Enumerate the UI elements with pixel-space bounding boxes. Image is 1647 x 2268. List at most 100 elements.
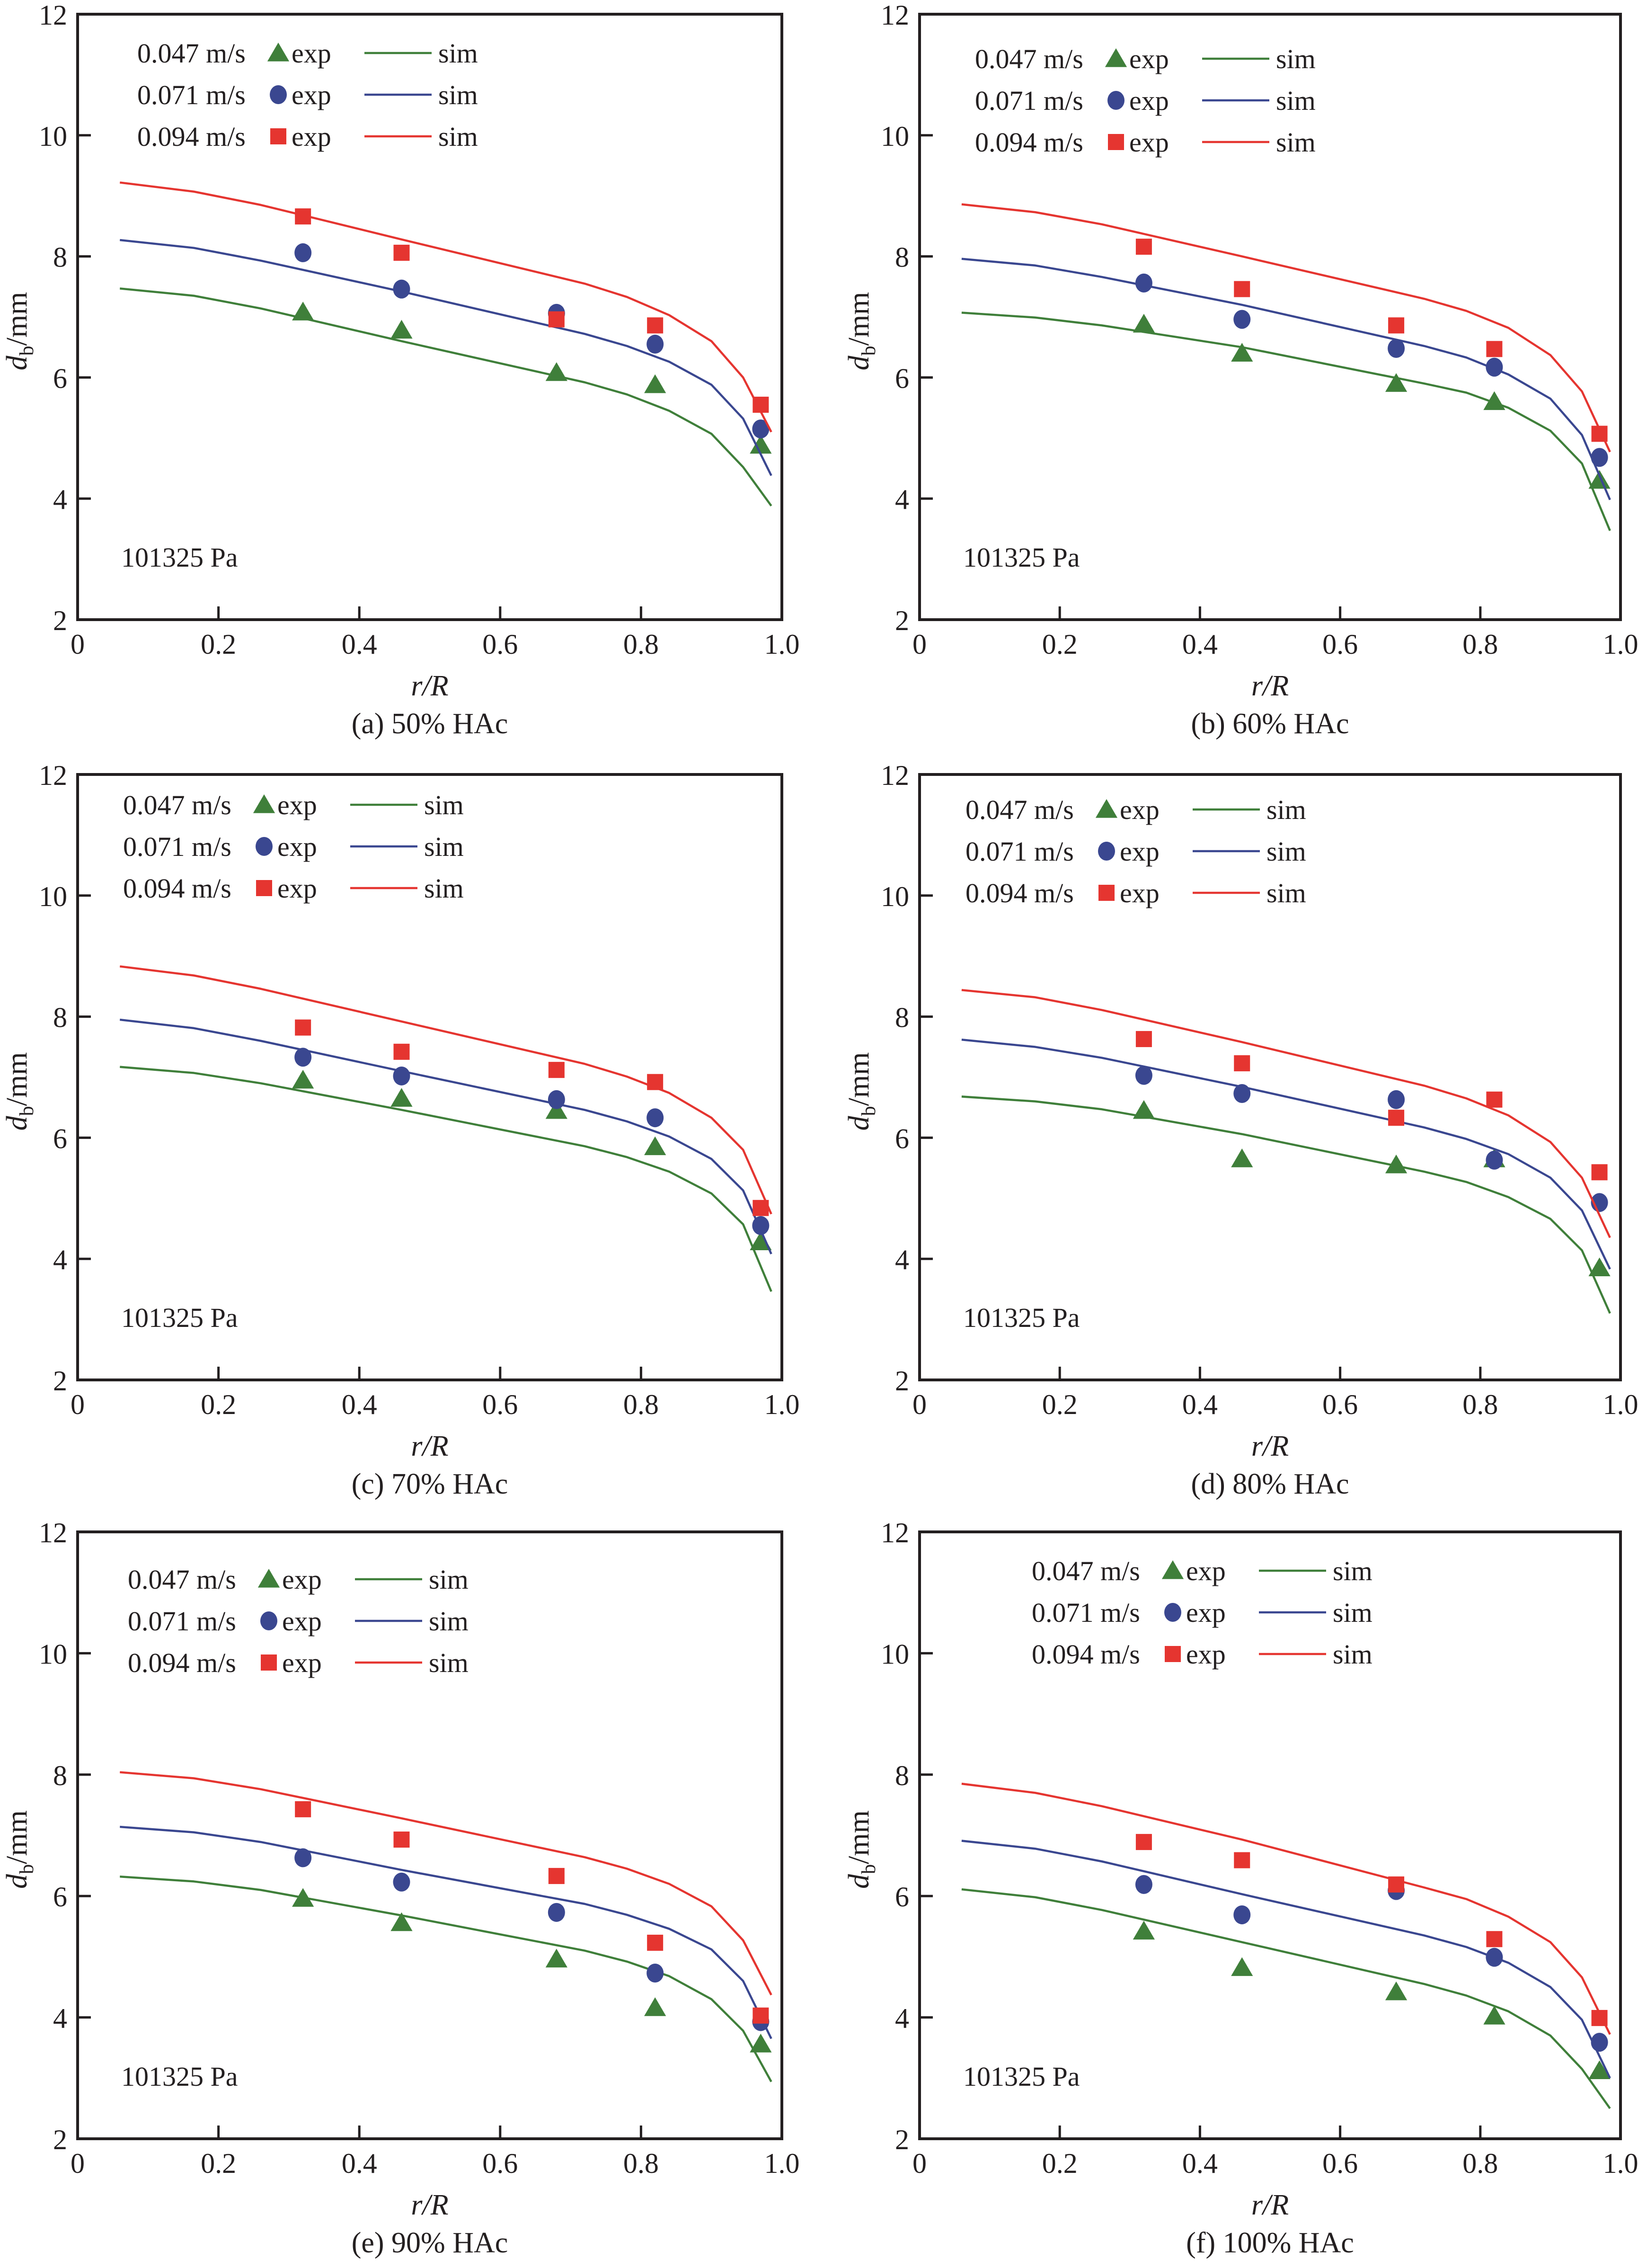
legend-marker [253,794,275,813]
exp-point [644,1136,666,1156]
series-0-047-m-s [961,1888,1611,2109]
exp-point [1486,1931,1503,1948]
exp-point [1135,1875,1152,1894]
exp-point [393,1066,410,1085]
x-tick-label: 0 [71,629,85,660]
exp-point [548,1062,565,1078]
y-axis-subscript: b [858,1864,880,1874]
legend-velocity-label: 0.071 m/s [137,80,246,110]
exp-point [647,317,664,334]
exp-point [390,1912,413,1931]
y-axis-symbol: d [1,1115,33,1130]
legend-marker [1095,799,1118,818]
exp-point [1486,1091,1503,1108]
y-axis-title: db/mm [843,292,880,371]
legend-marker [270,128,286,144]
legend-row: 0.071 m/s exp sim [128,1606,469,1637]
x-tick-label: 0 [71,2148,85,2179]
chart-svg-b: 0 0.2 0.4 0.6 0.8 1.0 2 4 6 8 10 12 db/mm r/R (b) 60% … [843,0,1638,740]
y-tick-label: 6 [53,1123,67,1154]
y-tick-label: 8 [53,242,67,273]
series-0-094-m-s [961,203,1611,453]
legend-row: 0.071 m/s exp sim [123,831,464,862]
exp-point [294,1848,312,1868]
series-0-094-m-s [120,1771,772,2024]
legend-marker [260,1611,277,1630]
sim-line [961,203,1611,453]
panel-caption: (f) 100% HAc [1186,2227,1354,2259]
legend-marker [1164,1603,1181,1622]
panel-caption: (d) 80% HAc [1191,1468,1349,1500]
y-tick-label: 2 [53,1365,67,1396]
exp-point [390,1088,413,1107]
y-tick-label: 6 [53,363,67,394]
y-axis-title: db/mm [1,1810,38,1889]
y-tick-label: 6 [895,1881,909,1912]
x-tick-label: 0.4 [1182,629,1218,660]
exp-point [292,302,314,320]
y-tick-label: 6 [895,363,909,394]
legend-exp-label: exp [282,1647,322,1678]
sim-line [120,287,772,507]
legend-row: 0.047 m/s exp sim [137,38,478,69]
legend-sim-label: sim [1333,1597,1372,1628]
chart-panel-a: 0 0.2 0.4 0.6 0.8 1.0 2 4 6 8 10 12 db/mm r/R (a) 50% … [0,0,824,750]
exp-point [545,1100,567,1119]
series-0-047-m-s [120,1066,772,1292]
chart-panel-b: 0 0.2 0.4 0.6 0.8 1.0 2 4 6 8 10 12 db/mm r/R (b) 60% … [824,0,1647,750]
exp-point [294,243,312,262]
exp-point [390,320,413,339]
exp-point [644,374,666,393]
sim-line [961,1095,1611,1314]
x-tick-label: 0.4 [1182,1389,1218,1420]
x-tick-label: 0.2 [1042,629,1078,660]
y-axis-symbol: d [843,355,875,370]
exp-point [750,2034,772,2053]
y-tick-label: 10 [39,121,67,152]
series-0-071-m-s [961,1840,1611,2079]
x-tick-label: 0.2 [201,1389,236,1420]
legend-row: 0.047 m/s exp sim [965,794,1306,825]
sim-line [961,989,1611,1238]
exp-point [1234,1852,1250,1868]
x-tick-label: 0.6 [482,629,518,660]
exp-point [1591,1164,1608,1181]
exp-point [1591,448,1608,467]
pressure-annotation: 101325 Pa [121,2061,238,2092]
legend-velocity-label: 0.071 m/s [123,831,231,862]
exp-point [647,1074,664,1090]
legend-row: 0.094 m/s exp sim [128,1647,469,1678]
legend-marker [1161,1560,1184,1579]
plot-frame [76,773,783,1381]
legend-velocity-label: 0.047 m/s [128,1564,236,1595]
exp-point [1385,1981,1408,2001]
exp-point [1483,391,1505,410]
x-tick-label: 0.4 [342,2148,377,2179]
y-axis-symbol: d [1,355,33,370]
legend-exp-label: exp [277,831,317,862]
legend-velocity-label: 0.094 m/s [965,878,1074,908]
exp-point [1588,470,1611,489]
y-tick-label: 2 [895,1365,909,1396]
exp-point [1231,1148,1253,1167]
legend-sim-label: sim [424,873,464,904]
chart-svg-c: 0 0.2 0.4 0.6 0.8 1.0 2 4 6 8 10 12 db/mm r/R (c) 70% … [1,760,800,1500]
exp-point [393,1043,410,1060]
x-tick-label: 0.8 [1462,2148,1498,2179]
legend-sim-label: sim [1266,836,1306,867]
exp-point [647,1934,664,1951]
exp-point [1233,310,1251,329]
legend-marker [256,837,273,856]
x-tick-label: 0.2 [1042,1389,1078,1420]
exp-point [548,311,565,328]
series-0-047-m-s [961,311,1611,531]
legend-velocity-label: 0.094 m/s [1032,1639,1140,1670]
y-axis-subscript: b [858,1106,880,1116]
panel-caption: (e) 90% HAc [352,2227,508,2259]
legend-velocity-label: 0.047 m/s [965,794,1074,825]
y-tick-label: 4 [895,484,909,515]
legend-velocity-label: 0.094 m/s [975,127,1083,158]
sim-line [120,1018,772,1254]
exp-point [1234,281,1250,297]
legend-velocity-label: 0.071 m/s [965,836,1074,867]
